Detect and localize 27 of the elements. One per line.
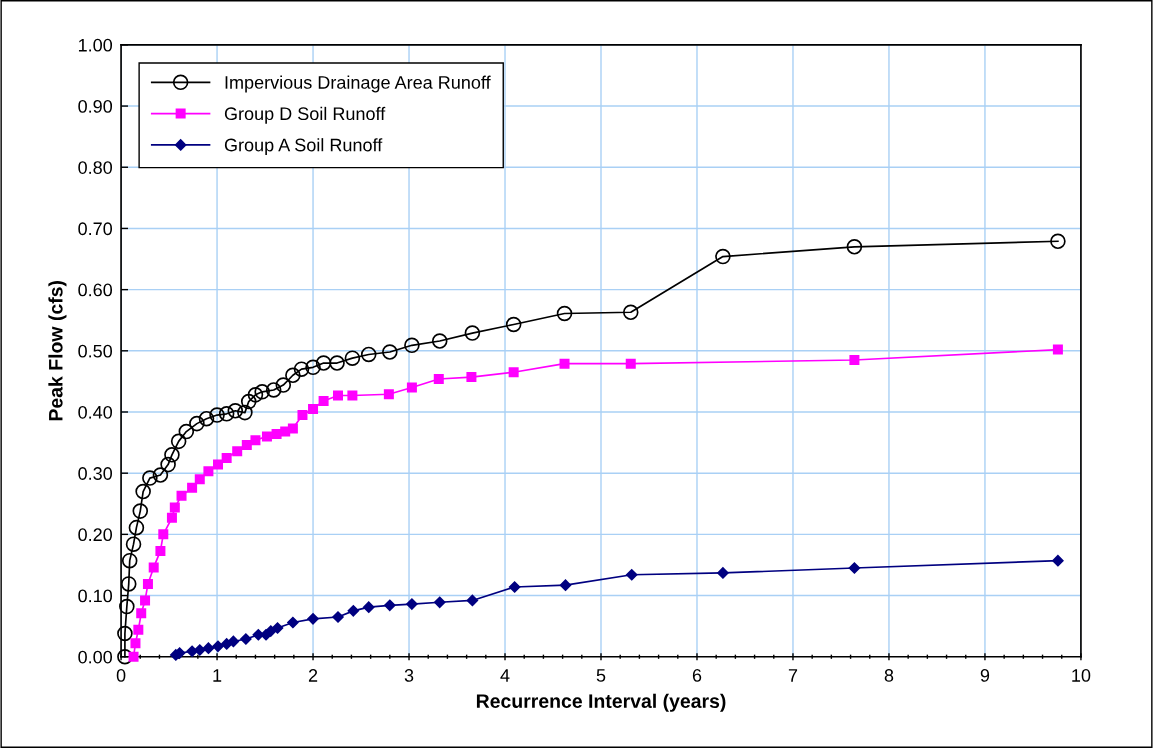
legend-label: Impervious Drainage Area Runoff <box>225 75 491 93</box>
x-tick-label: 7 <box>788 669 798 682</box>
y-tick-label: 0.40 <box>78 405 113 419</box>
x-tick-label: 10 <box>1072 669 1091 682</box>
x-tick-label: 3 <box>404 669 414 682</box>
y-tick-label: 0.80 <box>78 161 113 174</box>
x-tick-label: 6 <box>692 669 702 682</box>
y-tick-label: 1.00 <box>78 38 113 52</box>
y-tick-label: 0.60 <box>78 283 113 297</box>
y-tick-label: 0.30 <box>78 467 113 480</box>
y-tick-label: 0.20 <box>78 528 113 542</box>
y-tick-label: 0.90 <box>78 100 113 113</box>
legend-label: Group D Soil Runoff <box>224 106 386 124</box>
legend-label: Group A Soil Runoff <box>224 138 383 155</box>
x-axis-title: Recurrence Interval (years) <box>476 693 726 712</box>
y-tick-label: 0.50 <box>78 344 113 358</box>
x-tick-label: 8 <box>884 669 894 682</box>
x-tick-label: 0 <box>116 669 126 682</box>
x-tick-label: 1 <box>213 669 222 682</box>
x-tick-label: 5 <box>596 669 606 682</box>
x-tick-label: 2 <box>308 669 318 682</box>
y-tick-label: 0.10 <box>78 589 113 603</box>
x-tick-label: 4 <box>500 669 510 682</box>
y-axis-title: Peak Flow (cfs) <box>48 281 67 421</box>
y-tick-label: 0.00 <box>78 650 113 664</box>
y-tick-label: 0.70 <box>78 222 113 236</box>
x-tick-label: 9 <box>980 669 990 682</box>
